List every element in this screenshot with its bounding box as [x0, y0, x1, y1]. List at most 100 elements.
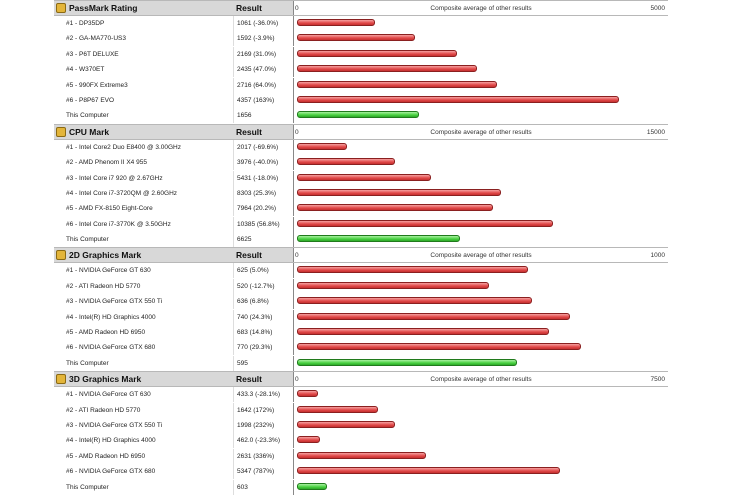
result-bar: [297, 467, 561, 475]
graph-axis-header: 0 Composite average of other results 15000: [293, 124, 668, 139]
result-value: 8303 (25.3%): [237, 189, 277, 197]
result-value: 2169 (31.0%): [237, 50, 277, 58]
result-value: 3976 (-40.0%): [237, 159, 279, 167]
system-name: #2 - GA-MA770-US3: [54, 31, 234, 47]
section-header[interactable]: 3D Graphics Mark Result 0 Composite average…: [54, 371, 668, 388]
table-row[interactable]: #6 - P8P67 EVO 4357 (163%): [54, 92, 668, 108]
table-row[interactable]: #2 - ATI Radeon HD 5770 1642 (172%): [54, 402, 668, 418]
result-value: 1998 (232%): [237, 421, 275, 429]
bar-track: [293, 185, 668, 201]
this-computer-row[interactable]: This Computer 1656: [54, 108, 668, 124]
result-bar: [297, 219, 553, 227]
section-header[interactable]: 2D Graphics Mark Result 0 Composite average…: [54, 247, 668, 264]
section-title: CPU Mark: [54, 125, 249, 139]
table-row[interactable]: #4 - Intel Core i7-3720QM @ 2.60GHz 8303 …: [54, 185, 668, 201]
bar-track: [293, 433, 668, 449]
table-row[interactable]: #1 - NVIDIA GeForce GT 630 433.3 (-28.1%): [54, 387, 668, 403]
this-computer-row[interactable]: This Computer 603: [54, 479, 668, 495]
result-value: 520 (-12.7%): [237, 282, 275, 290]
result-value: 5347 (787%): [237, 468, 275, 476]
table-row[interactable]: #6 - NVIDIA GeForce GTX 680 770 (29.3%): [54, 340, 668, 356]
table-row[interactable]: #2 - GA-MA770-US3 1592 (-3.9%): [54, 31, 668, 47]
result-value: 2017 (-69.6%): [237, 143, 279, 151]
table-row[interactable]: #1 - Intel Core2 Duo E8400 @ 3.00GHz 2017…: [54, 139, 668, 155]
bar-track: [293, 92, 668, 108]
table-row[interactable]: #3 - NVIDIA GeForce GTX 550 Ti 1998 (232%…: [54, 417, 668, 433]
section-header[interactable]: PassMark Rating Result 0 Composite average …: [54, 0, 668, 16]
system-name: This Computer: [54, 232, 234, 248]
result-bar: [297, 328, 549, 336]
result-bar: [297, 436, 320, 444]
section-header[interactable]: CPU Mark Result 0 Composite average of othe…: [54, 123, 668, 140]
system-name: #1 - NVIDIA GeForce GT 630: [54, 387, 234, 403]
system-name: #2 - ATI Radeon HD 5770: [54, 278, 234, 294]
system-name: #1 - NVIDIA GeForce GT 630: [54, 263, 234, 279]
system-name: #4 - W370ET: [54, 62, 234, 78]
system-name: #6 - NVIDIA GeForce GTX 680: [54, 464, 234, 480]
result-value: 1642 (172%): [237, 406, 275, 414]
result-bar: [297, 173, 431, 181]
axis-min-label: 0: [295, 128, 299, 136]
bar-track: [293, 31, 668, 47]
table-row[interactable]: #4 - W370ET 2435 (47.0%): [54, 62, 668, 78]
this-computer-row[interactable]: This Computer 6625: [54, 232, 668, 248]
table-row[interactable]: #6 - NVIDIA GeForce GTX 680 5347 (787%): [54, 464, 668, 480]
table-row[interactable]: #3 - P6T DELUXE 2169 (31.0%): [54, 46, 668, 62]
system-name: #1 - DP35DP: [54, 16, 234, 31]
section-cpu-mark: CPU Mark Result 0 Composite average of othe…: [54, 123, 668, 248]
table-row[interactable]: #3 - NVIDIA GeForce GTX 550 Ti 636 (6.8%): [54, 294, 668, 310]
table-row[interactable]: #6 - Intel Core i7-3770K @ 3.50GHz 10385 …: [54, 216, 668, 232]
axis-min-label: 0: [295, 252, 299, 260]
axis-caption: Composite average of other results: [430, 376, 532, 384]
axis-max-label: 15000: [646, 128, 665, 136]
bar-track: [293, 278, 668, 294]
section-title-text: CPU Mark: [69, 126, 110, 137]
table-row[interactable]: #2 - AMD Phenom II X4 955 3976 (-40.0%): [54, 155, 668, 171]
system-name: #4 - Intel(R) HD Graphics 4000: [54, 309, 234, 325]
result-bar: [297, 420, 396, 428]
bar-track: [293, 62, 668, 78]
system-name: #6 - Intel Core i7-3770K @ 3.50GHz: [54, 216, 234, 232]
this-computer-row[interactable]: This Computer 595: [54, 355, 668, 371]
axis-max-label: 1000: [650, 252, 665, 260]
result-column-header: Result: [236, 126, 262, 137]
system-name: #1 - Intel Core2 Duo E8400 @ 3.00GHz: [54, 139, 234, 155]
result-value: 2716 (64.0%): [237, 81, 277, 89]
result-column-header: Result: [236, 250, 262, 261]
table-row[interactable]: #2 - ATI Radeon HD 5770 520 (-12.7%): [54, 278, 668, 294]
table-row[interactable]: #4 - Intel(R) HD Graphics 4000 462.0 (-23…: [54, 433, 668, 449]
result-value: 2631 (336%): [237, 452, 275, 460]
table-row[interactable]: #5 - AMD Radeon HD 6950 683 (14.8%): [54, 325, 668, 341]
bar-track: [293, 340, 668, 356]
result-bar: [297, 142, 347, 150]
result-column-header: Result: [236, 374, 262, 385]
table-row[interactable]: #5 - AMD FX-8150 Eight-Core 7964 (20.2%): [54, 201, 668, 217]
axis-caption: Composite average of other results: [430, 128, 532, 136]
result-bar: [297, 405, 378, 413]
result-value: 433.3 (-28.1%): [237, 391, 280, 399]
bar-track: [293, 402, 668, 418]
section-title: PassMark Rating: [54, 1, 249, 15]
table-row[interactable]: #3 - Intel Core i7 920 @ 2.67GHz 5431 (-1…: [54, 170, 668, 186]
table-row[interactable]: #5 - AMD Radeon HD 6950 2631 (336%): [54, 448, 668, 464]
axis-min-label: 0: [295, 5, 299, 12]
result-value: 1656: [237, 112, 252, 120]
result-value: 2435 (47.0%): [237, 66, 277, 74]
bar-track: [293, 387, 668, 403]
system-name: #3 - Intel Core i7 920 @ 2.67GHz: [54, 170, 234, 186]
system-name: This Computer: [54, 479, 234, 495]
system-name: #6 - NVIDIA GeForce GTX 680: [54, 340, 234, 356]
table-row[interactable]: #4 - Intel(R) HD Graphics 4000 740 (24.3%…: [54, 309, 668, 325]
system-name: #3 - NVIDIA GeForce GTX 550 Ti: [54, 294, 234, 310]
table-row[interactable]: #1 - DP35DP 1061 (-36.0%): [54, 16, 668, 31]
result-value: 462.0 (-23.3%): [237, 437, 280, 445]
result-bar: [297, 312, 571, 320]
result-bar: [297, 34, 415, 42]
system-name: #4 - Intel Core i7-3720QM @ 2.60GHz: [54, 185, 234, 201]
result-value: 740 (24.3%): [237, 313, 273, 321]
axis-caption: Composite average of other results: [430, 252, 532, 260]
system-name: This Computer: [54, 108, 234, 124]
bar-track: [293, 216, 668, 232]
table-row[interactable]: #1 - NVIDIA GeForce GT 630 625 (5.0%): [54, 263, 668, 279]
table-row[interactable]: #5 - 990FX Extreme3 2716 (64.0%): [54, 77, 668, 93]
